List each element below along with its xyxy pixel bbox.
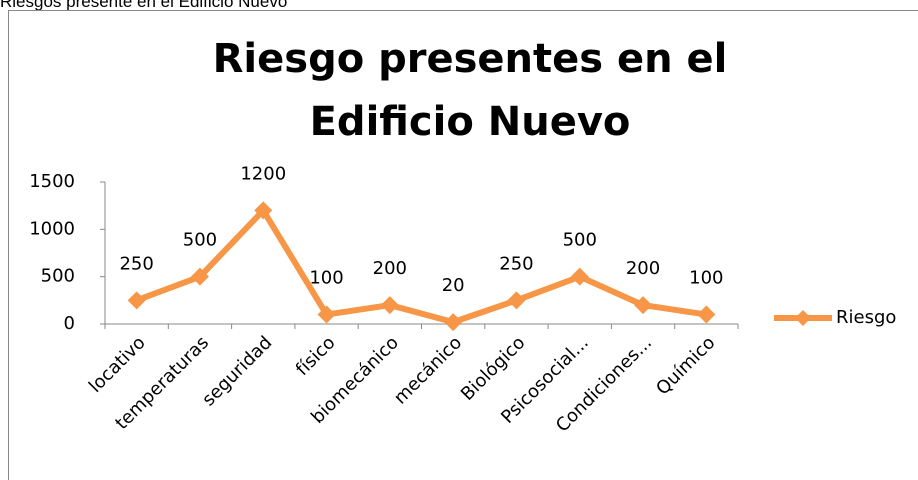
data-label: 1200 [240, 163, 286, 184]
data-label: 100 [689, 268, 723, 289]
point [317, 305, 336, 324]
legend-marker [795, 310, 811, 326]
point [254, 201, 273, 220]
y-tick-label: 1000 [29, 218, 75, 239]
legend-label: Riesgo [836, 307, 896, 328]
point [190, 267, 209, 286]
data-label: 500 [183, 230, 217, 251]
y-tick-label: 0 [64, 313, 75, 334]
point [697, 305, 716, 324]
data-label: 20 [442, 275, 465, 296]
data-label: 250 [119, 253, 153, 274]
data-label: 200 [626, 258, 660, 279]
chart-title: Riesgo presentes en el Edificio Nuevo [212, 36, 728, 145]
x-tick-label: locativo [85, 332, 150, 397]
point [507, 291, 526, 310]
chart-border [8, 10, 918, 480]
data-label: 100 [309, 268, 343, 289]
point [127, 291, 146, 310]
data-label: 200 [373, 258, 407, 279]
data-label: 500 [563, 230, 597, 251]
point [380, 296, 399, 315]
point [444, 313, 463, 332]
caption: Riesgos presente en el Edificio Nuevo [0, 0, 288, 11]
x-tick-label: físico [292, 332, 340, 380]
data-label: 250 [499, 253, 533, 274]
y-tick-label: 1500 [29, 171, 75, 192]
x-tick-label: Químico [652, 332, 719, 399]
point [634, 296, 653, 315]
point [570, 267, 589, 286]
series-line [135, 207, 707, 326]
y-tick-label: 500 [41, 266, 75, 287]
x-tick-label: mecánico [390, 332, 466, 408]
